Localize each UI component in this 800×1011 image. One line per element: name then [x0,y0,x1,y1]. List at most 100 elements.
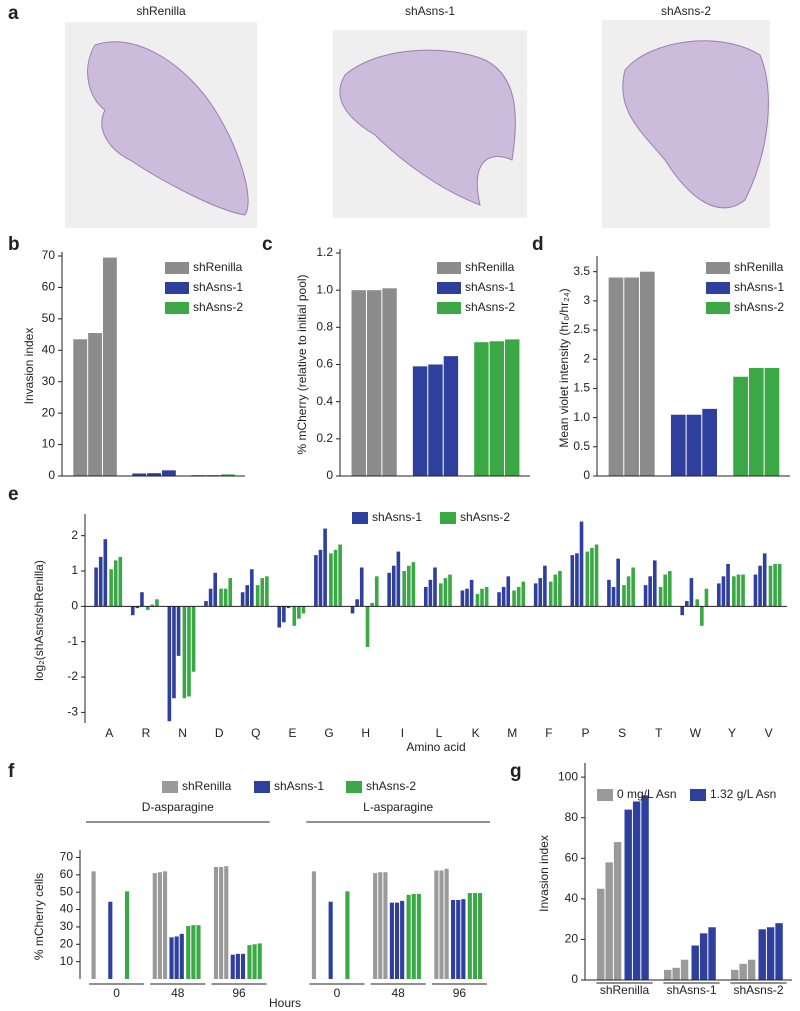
x-tick-label: N [178,726,187,740]
legend-label: shRenilla [734,260,784,274]
bar [88,333,102,476]
bar [641,795,649,980]
bar [643,585,648,607]
bar [186,926,191,979]
y-tick-label: 20 [60,936,74,950]
y-tick-label: -3 [67,705,78,719]
bar [672,967,680,980]
bar [240,592,245,607]
bar [497,592,501,607]
bar [292,606,297,626]
y-tick-label: -1 [67,634,78,648]
bar [478,893,483,979]
bar [670,414,686,476]
bar [639,271,655,476]
bar [533,583,538,607]
bar [208,588,213,607]
bar [548,581,553,607]
legend-label: shAsns-2 [460,510,510,524]
bar [505,339,520,476]
bar [516,586,521,607]
x-tick-label: shAsns-2 [733,983,783,997]
bar [489,341,505,476]
legend-label: 1.32 g/L Asn [710,787,776,801]
bar [176,606,181,656]
bar [118,556,123,607]
bar [240,953,246,979]
legend-swatch [162,781,178,793]
legend-label: shRenilla [193,260,243,274]
bar [543,565,547,607]
legend-swatch [165,302,189,314]
bar [152,873,157,979]
y-tick-label: 0.8 [316,320,333,334]
x-tick-label: F [545,726,552,740]
bar [172,606,176,699]
bar [428,364,443,476]
bar [213,572,218,607]
bar [448,574,452,607]
bar [329,553,333,607]
bar [345,891,350,979]
x-axis-label: Hours [269,996,301,1010]
y-axis-label: % mCherry cells [32,873,46,960]
bar [400,900,405,979]
y-tick-label: 0 [571,972,578,986]
bar [423,586,428,607]
x-tick-label: Q [251,726,260,740]
bar [333,549,338,607]
bar [512,590,516,607]
y-tick-label: 40 [565,891,579,905]
bar [538,578,543,607]
bar [182,606,187,699]
legend-label: shAsns-1 [465,280,515,294]
bar [444,868,449,979]
bar [314,555,318,607]
bar [460,590,465,607]
legend-label: 0 mg/L Asn [617,787,677,801]
x-tick-label: P [582,726,590,740]
bar [124,891,130,979]
bar [140,592,144,607]
bar [257,943,262,979]
y-tick-label: 1.2 [316,245,333,259]
bar [605,862,613,980]
bar [73,339,88,476]
bar [412,366,428,476]
panel-label: a [8,3,19,24]
x-tick-label: R [142,726,151,740]
legend-swatch [706,302,730,314]
bar [472,893,478,979]
bar [187,606,191,697]
y-tick-label: 40 [42,342,56,356]
x-tick-label: M [507,726,517,740]
bar [98,556,103,607]
y-tick-label: 100 [558,769,578,783]
bar [652,560,657,607]
bar [699,933,708,980]
bar [145,606,150,610]
bar [230,954,235,979]
bar [439,583,443,607]
legend-swatch [440,512,456,524]
bar [103,539,108,607]
bar [680,606,685,616]
bar [374,576,379,607]
panel-label: g [510,761,522,782]
bar [443,356,459,476]
y-tick-label: 2 [583,351,590,365]
y-tick-label: 50 [42,311,56,325]
legend-label: shAsns-1 [193,280,243,294]
y-tick-label: 0.4 [316,394,333,408]
bar [224,866,229,979]
x-tick-label: G [324,726,333,740]
bar [626,576,631,607]
bar [323,528,327,607]
bar [558,571,562,607]
x-tick-label: S [618,726,626,740]
y-tick-label: 3.5 [573,264,590,278]
bar [521,581,526,607]
y-tick-label: 2 [71,528,78,542]
bar [161,470,176,476]
bar [265,576,269,607]
